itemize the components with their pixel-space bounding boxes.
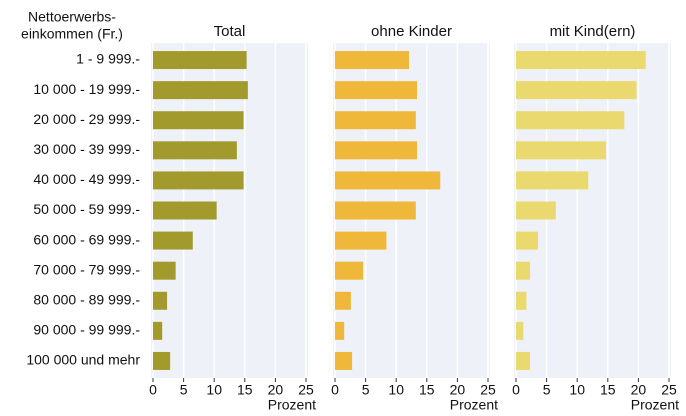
bar (335, 51, 410, 70)
bar (516, 321, 524, 340)
bar (335, 141, 418, 160)
bar (516, 81, 637, 100)
x-tick-label: 20 (631, 382, 647, 398)
x-tick-label: 15 (237, 382, 253, 398)
x-tick-label: 15 (600, 382, 616, 398)
category-label: 50 000 - 59 999.- (33, 201, 140, 217)
category-label: 60 000 - 69 999.- (33, 231, 140, 247)
bar (153, 111, 244, 130)
bar (335, 81, 418, 100)
x-axis-title: Prozent (631, 397, 679, 411)
bar (516, 261, 531, 280)
bar (516, 111, 625, 130)
bar (153, 261, 176, 280)
bar (335, 231, 387, 250)
x-tick-label: 5 (362, 382, 370, 398)
category-label: 1 - 9 999.- (76, 51, 140, 67)
bar (153, 201, 217, 220)
category-label: 70 000 - 79 999.- (33, 261, 140, 277)
bar (516, 351, 531, 370)
x-tick-label: 0 (512, 382, 520, 398)
bar (335, 201, 416, 220)
bar (516, 51, 646, 70)
x-axis-title: Prozent (268, 397, 316, 411)
bar (153, 51, 247, 70)
category-label: 80 000 - 89 999.- (33, 291, 140, 307)
category-label: 30 000 - 39 999.- (33, 141, 140, 157)
panel-title: ohne Kinder (371, 23, 452, 40)
bar (153, 141, 237, 160)
x-tick-label: 10 (388, 382, 404, 398)
x-tick-label: 25 (298, 382, 314, 398)
bar (335, 171, 441, 190)
bar (153, 171, 244, 190)
y-axis-title: einkommen (Fr.) (21, 26, 123, 42)
x-tick-label: 25 (661, 382, 677, 398)
bar (153, 231, 193, 250)
panel-title: Total (214, 23, 246, 40)
x-tick-label: 10 (206, 382, 222, 398)
x-tick-label: 0 (149, 382, 157, 398)
category-label: 10 000 - 19 999.- (33, 81, 140, 97)
category-label: 20 000 - 29 999.- (33, 111, 140, 127)
x-tick-label: 0 (331, 382, 339, 398)
x-axis-title: Prozent (450, 397, 498, 411)
bar (516, 231, 539, 250)
bar (516, 201, 556, 220)
bar (335, 321, 345, 340)
x-tick-label: 20 (450, 382, 466, 398)
x-tick-label: 20 (268, 382, 284, 398)
x-tick-label: 5 (543, 382, 551, 398)
category-label: 100 000 und mehr (26, 352, 140, 368)
panel-title: mit Kind(ern) (550, 23, 636, 40)
bar (153, 291, 168, 310)
x-tick-label: 10 (569, 382, 585, 398)
x-tick-label: 15 (419, 382, 435, 398)
bar (335, 261, 364, 280)
bar (153, 81, 248, 100)
bar (516, 291, 527, 310)
y-axis-title: Nettoerwerbs- (28, 9, 116, 25)
bar (516, 141, 606, 160)
x-tick-label: 5 (180, 382, 188, 398)
category-label: 90 000 - 99 999.- (33, 322, 140, 338)
bar (335, 351, 353, 370)
category-label: 40 000 - 49 999.- (33, 171, 140, 187)
bar (335, 291, 351, 310)
bar (153, 351, 171, 370)
bar (153, 321, 163, 340)
x-tick-label: 25 (480, 382, 496, 398)
bar (335, 111, 416, 130)
bar (516, 171, 589, 190)
